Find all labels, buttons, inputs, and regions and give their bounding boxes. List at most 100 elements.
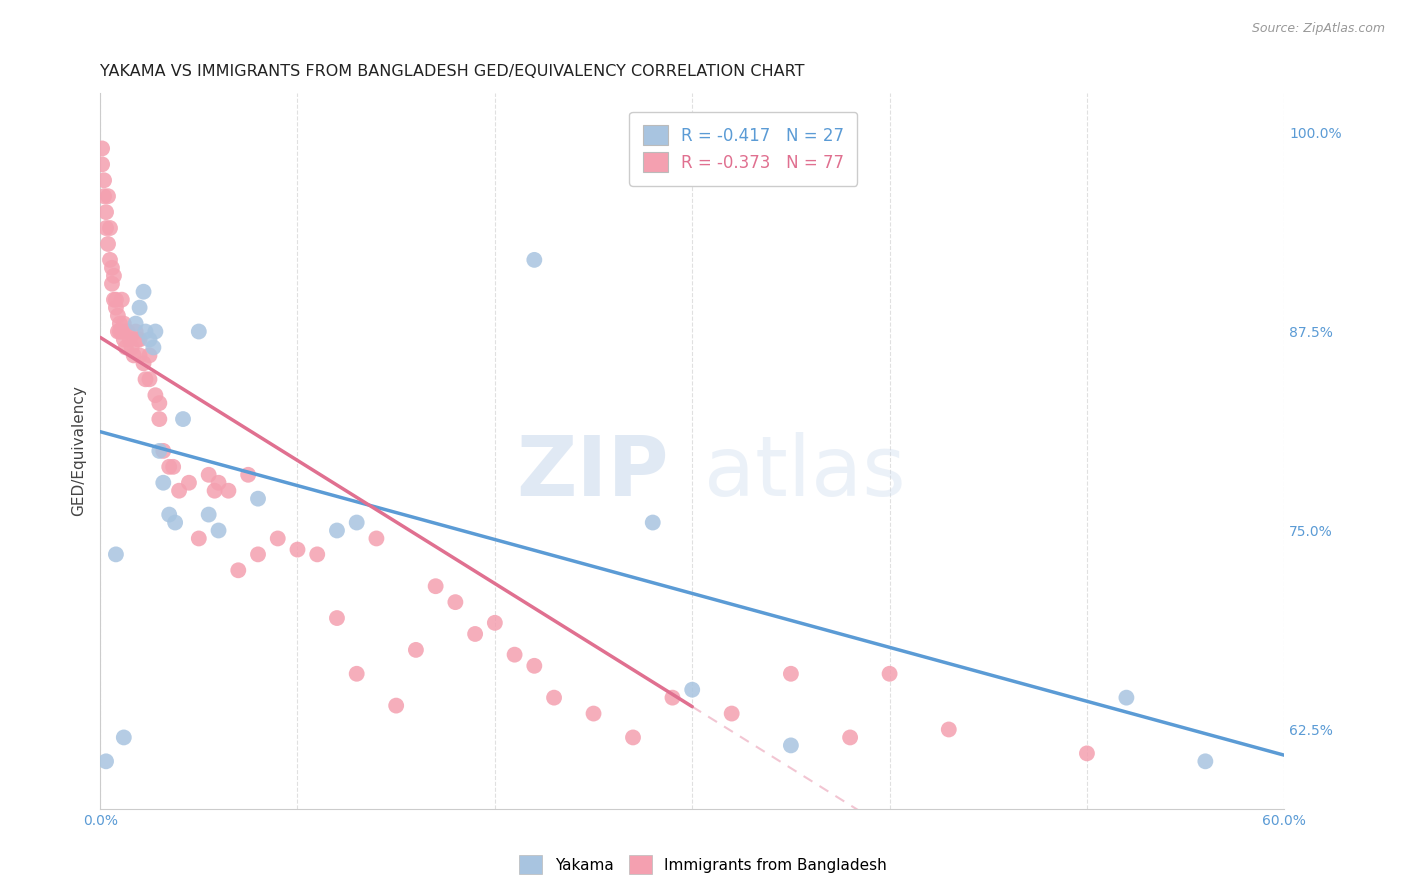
Point — [157, 459, 180, 474]
Point — [152, 475, 174, 490]
Point — [97, 236, 120, 251]
Point — [94, 221, 117, 235]
Point — [167, 483, 190, 498]
Point — [138, 333, 160, 347]
Point — [148, 412, 170, 426]
Point — [97, 189, 120, 203]
Point — [148, 443, 170, 458]
Point — [93, 189, 115, 203]
Point — [128, 348, 150, 362]
Point — [117, 325, 139, 339]
Point — [135, 325, 157, 339]
Point — [118, 333, 141, 347]
Point — [879, 666, 901, 681]
Point — [124, 317, 146, 331]
Point — [148, 396, 170, 410]
Point — [839, 731, 862, 745]
Point — [204, 483, 226, 498]
Point — [523, 658, 546, 673]
Point — [145, 388, 167, 402]
Text: atlas: atlas — [704, 432, 905, 513]
Point — [287, 542, 309, 557]
Point — [121, 340, 143, 354]
Point — [444, 595, 467, 609]
Legend: Yakama, Immigrants from Bangladesh: Yakama, Immigrants from Bangladesh — [513, 849, 893, 880]
Point — [346, 516, 368, 530]
Point — [543, 690, 565, 705]
Point — [103, 293, 125, 307]
Point — [661, 690, 683, 705]
Point — [187, 325, 209, 339]
Point — [405, 643, 427, 657]
Point — [197, 467, 219, 482]
Point — [1115, 690, 1137, 705]
Point — [128, 301, 150, 315]
Point — [145, 325, 167, 339]
Y-axis label: GED/Equivalency: GED/Equivalency — [72, 385, 86, 516]
Point — [938, 723, 960, 737]
Point — [112, 317, 135, 331]
Point — [138, 348, 160, 362]
Point — [107, 309, 129, 323]
Point — [720, 706, 742, 721]
Text: ZIP: ZIP — [516, 432, 668, 513]
Point — [138, 372, 160, 386]
Point — [104, 547, 127, 561]
Point — [326, 524, 349, 538]
Point — [267, 532, 290, 546]
Point — [366, 532, 388, 546]
Point — [122, 348, 145, 362]
Point — [1076, 747, 1098, 761]
Point — [112, 731, 135, 745]
Point — [425, 579, 447, 593]
Point — [1194, 755, 1216, 769]
Point — [107, 325, 129, 339]
Point — [114, 340, 136, 354]
Point — [247, 547, 270, 561]
Point — [247, 491, 270, 506]
Point — [503, 648, 526, 662]
Point — [108, 317, 131, 331]
Point — [132, 285, 155, 299]
Point — [142, 340, 165, 354]
Legend: R = -0.417   N = 27, R = -0.373   N = 77: R = -0.417 N = 27, R = -0.373 N = 77 — [630, 112, 858, 186]
Point — [157, 508, 180, 522]
Point — [94, 205, 117, 219]
Point — [582, 706, 605, 721]
Text: Source: ZipAtlas.com: Source: ZipAtlas.com — [1251, 22, 1385, 36]
Point — [464, 627, 486, 641]
Point — [217, 483, 239, 498]
Point — [104, 301, 127, 315]
Point — [326, 611, 349, 625]
Point — [111, 325, 134, 339]
Point — [236, 467, 259, 482]
Point — [132, 356, 155, 370]
Point — [172, 412, 194, 426]
Point — [98, 221, 121, 235]
Point — [523, 252, 546, 267]
Point — [162, 459, 184, 474]
Point — [127, 333, 149, 347]
Point — [152, 443, 174, 458]
Point — [780, 666, 803, 681]
Point — [101, 277, 124, 291]
Point — [111, 293, 134, 307]
Point — [197, 508, 219, 522]
Point — [621, 731, 644, 745]
Point — [98, 252, 121, 267]
Point — [165, 516, 187, 530]
Point — [128, 333, 150, 347]
Point — [91, 157, 114, 171]
Text: YAKAMA VS IMMIGRANTS FROM BANGLADESH GED/EQUIVALENCY CORRELATION CHART: YAKAMA VS IMMIGRANTS FROM BANGLADESH GED… — [100, 64, 804, 79]
Point — [91, 141, 114, 155]
Point — [104, 293, 127, 307]
Point — [177, 475, 200, 490]
Point — [135, 372, 157, 386]
Point — [108, 325, 131, 339]
Point — [94, 755, 117, 769]
Point — [101, 260, 124, 275]
Point — [307, 547, 329, 561]
Point — [207, 524, 229, 538]
Point — [484, 615, 506, 630]
Point — [112, 333, 135, 347]
